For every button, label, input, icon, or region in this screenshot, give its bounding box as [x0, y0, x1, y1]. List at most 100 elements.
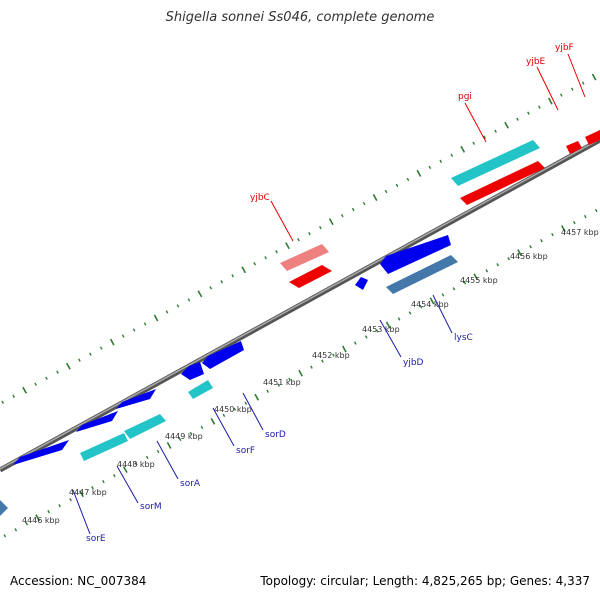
tick-mark	[318, 225, 322, 230]
tick-mark	[428, 165, 432, 170]
gene-label-yjbF[interactable]: yjbF	[555, 43, 574, 53]
scale-labels: 4446 kbp 4447 kbp 4448 kbp 4449 kbp 4450…	[22, 228, 599, 525]
label-leader	[270, 200, 294, 242]
gene-arrow[interactable]	[280, 244, 329, 271]
tick-mark	[395, 183, 399, 188]
gene-arrow[interactable]	[80, 433, 128, 461]
tick-mark	[496, 263, 500, 267]
tick-mark	[416, 169, 422, 177]
inner-tick-ring	[3, 208, 598, 538]
tick-mark	[551, 232, 554, 237]
tick-mark	[485, 269, 489, 273]
tick-mark	[328, 218, 334, 226]
gene-label-yjbC[interactable]: yjbC	[250, 193, 270, 203]
tick-mark	[288, 377, 291, 381]
gene-arrow[interactable]	[460, 161, 545, 205]
tick-mark	[200, 425, 204, 430]
tick-mark	[504, 121, 509, 129]
gene-arrow[interactable]	[202, 341, 244, 369]
gene-label-sorE[interactable]: sorE	[86, 534, 106, 544]
tick-mark	[353, 341, 357, 345]
tick-mark	[538, 105, 541, 109]
gene-label-sorA[interactable]: sorA	[180, 479, 201, 489]
tick-mark	[463, 281, 467, 285]
scale-label: 4449 kbp	[165, 432, 203, 441]
tick-mark	[275, 250, 278, 254]
gene-label-pgi[interactable]: pgi	[458, 92, 472, 102]
tick-mark	[560, 225, 566, 233]
tick-mark	[559, 93, 563, 97]
label-leader	[464, 102, 487, 143]
tick-mark	[233, 407, 237, 411]
tick-mark	[298, 369, 303, 377]
tick-mark	[25, 522, 29, 526]
gene-arrow[interactable]	[124, 414, 166, 439]
gene-arrow[interactable]	[585, 130, 600, 145]
tick-mark	[14, 528, 18, 532]
tick-mark	[254, 393, 260, 401]
gene-label-lysC[interactable]: lysC	[454, 333, 473, 343]
gene-arrow[interactable]	[0, 500, 8, 516]
tick-mark	[375, 329, 379, 333]
tick-mark	[176, 304, 180, 308]
tick-mark	[472, 141, 476, 145]
tick-mark	[165, 310, 169, 314]
tick-mark	[460, 145, 466, 153]
tick-mark	[527, 111, 530, 115]
tick-mark	[253, 262, 257, 266]
scale-label: 4452 kbp	[312, 351, 350, 360]
gene-label-sorF[interactable]: sorF	[236, 446, 255, 456]
tick-mark	[132, 328, 136, 332]
tick-mark	[244, 401, 248, 405]
tick-mark	[156, 449, 160, 454]
gene-arrow[interactable]	[355, 277, 368, 290]
tick-mark	[58, 504, 61, 508]
tick-mark	[494, 129, 497, 133]
scale-label: 4446 kbp	[22, 516, 60, 525]
tick-mark	[166, 442, 172, 449]
tick-mark	[529, 245, 532, 249]
gene-arrow[interactable]	[188, 380, 213, 399]
gene-arrow[interactable]	[386, 255, 458, 294]
label-leader	[116, 465, 139, 504]
gene-label-sorD[interactable]: sorD	[265, 430, 286, 440]
gene-arrow[interactable]	[181, 362, 204, 380]
tick-mark	[517, 249, 523, 257]
tick-mark	[102, 479, 105, 484]
genome-stats: Topology: circular; Length: 4,825,265 bp…	[260, 574, 590, 588]
accession-label: Accession:	[10, 574, 74, 588]
tick-mark	[351, 207, 355, 212]
gene-arrow[interactable]	[289, 265, 332, 288]
gene-arrow[interactable]	[566, 141, 582, 154]
accession-info: Accession: NC_007384	[10, 574, 146, 588]
tick-mark	[47, 510, 51, 514]
gene-arrow[interactable]	[116, 389, 156, 409]
tick-mark	[210, 417, 216, 425]
tick-mark	[3, 534, 7, 538]
tick-mark	[364, 335, 368, 339]
length-label: Length:	[372, 574, 419, 588]
tick-mark	[145, 455, 149, 460]
tick-mark	[266, 389, 270, 393]
reverse-gene-labels: sorE sorM sorA sorF sorD yjbD lysC	[72, 294, 473, 544]
tick-mark	[189, 431, 193, 436]
tick-mark	[178, 437, 182, 442]
tick-mark	[540, 238, 543, 243]
tick-mark	[99, 346, 103, 350]
label-leader	[212, 407, 235, 447]
tick-mark	[220, 280, 224, 284]
gene-arrow[interactable]	[13, 440, 69, 465]
gene-arrow[interactable]	[451, 140, 540, 186]
scale-label: 4447 kbp	[69, 488, 107, 497]
gene-arrow[interactable]	[76, 411, 118, 432]
tick-mark	[209, 286, 213, 290]
gene-label-sorM[interactable]: sorM	[140, 502, 162, 512]
gene-arrow[interactable]	[380, 235, 451, 274]
label-leader	[432, 294, 453, 334]
tick-mark	[570, 87, 574, 91]
tick-mark	[187, 298, 191, 302]
tick-mark	[109, 338, 115, 346]
gene-label-yjbE[interactable]: yjbE	[526, 57, 546, 67]
gene-label-yjbD[interactable]: yjbD	[403, 358, 424, 368]
tick-mark	[408, 311, 412, 315]
